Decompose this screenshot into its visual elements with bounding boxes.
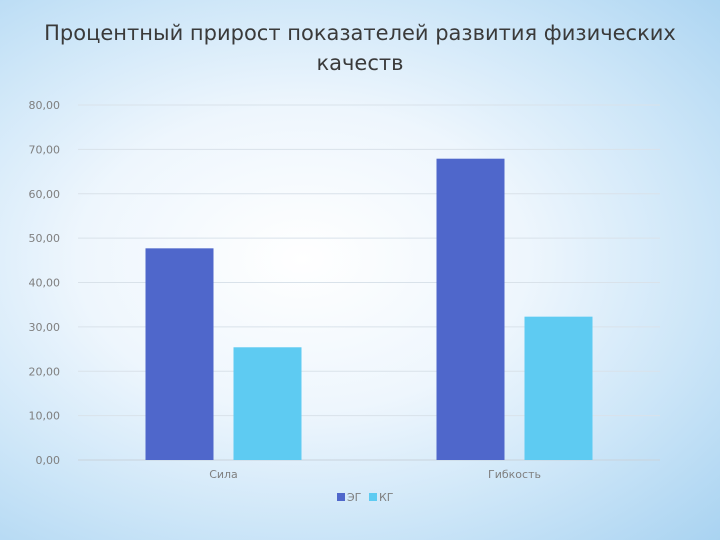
bar	[436, 158, 505, 460]
y-tick-label: 40,00	[29, 277, 61, 290]
bar	[145, 248, 214, 460]
legend-swatch	[369, 493, 377, 501]
y-tick-label: 50,00	[29, 232, 61, 245]
bar	[233, 347, 302, 460]
y-tick-label: 0,00	[36, 454, 61, 467]
x-axis-categories: Сила Гибкость	[209, 468, 541, 481]
legend-label: КГ	[379, 491, 394, 504]
legend-label: ЭГ	[347, 491, 362, 504]
legend-swatch	[337, 493, 345, 501]
y-axis-ticks: 0,00 10,00 20,00 30,00 40,00 50,00 60,00 70,00 8…	[29, 99, 61, 467]
bars	[145, 158, 593, 460]
x-category-label: Гибкость	[488, 468, 541, 481]
y-tick-label: 20,00	[29, 365, 61, 378]
y-tick-label: 60,00	[29, 188, 61, 201]
y-tick-label: 10,00	[29, 410, 61, 423]
chart-title: Процентный прирост показателей развития …	[44, 21, 676, 75]
y-tick-label: 70,00	[29, 143, 61, 156]
bar	[524, 316, 593, 460]
y-tick-label: 80,00	[29, 99, 61, 112]
legend: ЭГ КГ	[337, 491, 394, 504]
x-category-label: Сила	[209, 468, 238, 481]
y-tick-label: 30,00	[29, 321, 61, 334]
